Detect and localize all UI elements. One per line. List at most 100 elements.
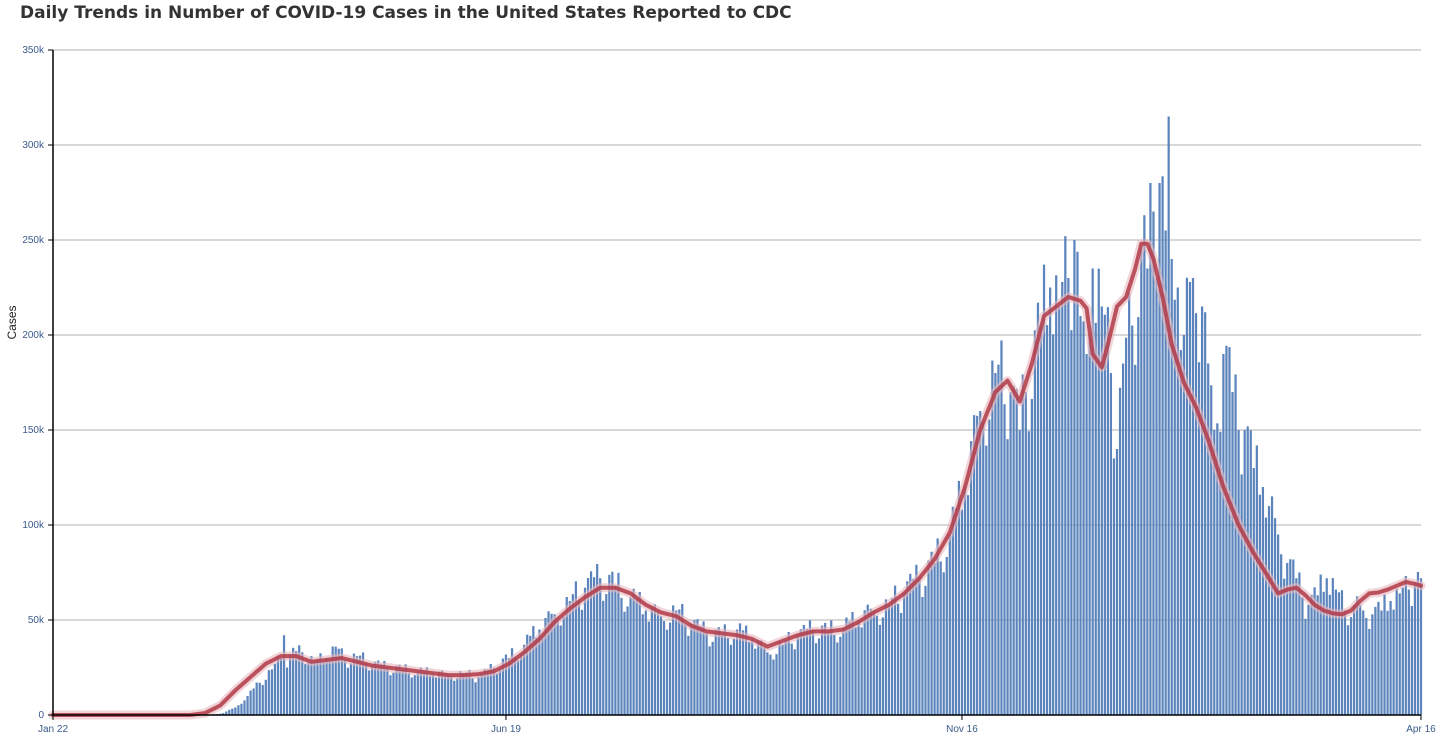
- daily-bar: [921, 596, 924, 715]
- daily-bar: [1106, 307, 1109, 715]
- daily-bar: [1210, 385, 1213, 715]
- daily-bar: [1003, 404, 1006, 715]
- daily-bar: [1374, 606, 1377, 715]
- daily-bar: [544, 617, 547, 715]
- daily-bar: [821, 625, 824, 715]
- daily-bar: [1243, 430, 1246, 715]
- daily-bar: [1009, 392, 1012, 715]
- daily-bar: [556, 617, 559, 715]
- daily-bar: [310, 656, 313, 715]
- daily-bar: [1234, 374, 1237, 715]
- daily-bar: [1389, 601, 1392, 715]
- x-tick-labels: Jan 22 Jun 19 Nov 16 Apr 16: [38, 715, 1436, 735]
- daily-bar: [632, 588, 635, 715]
- daily-bar: [1194, 313, 1198, 715]
- daily-bar: [1267, 506, 1271, 715]
- daily-bar: [389, 675, 392, 715]
- daily-bar: [982, 422, 985, 715]
- daily-bar: [1170, 259, 1173, 715]
- daily-bar: [529, 635, 532, 715]
- daily-bar: [827, 631, 830, 715]
- daily-bar: [754, 648, 757, 715]
- daily-bar: [298, 645, 301, 715]
- daily-bar: [1137, 317, 1140, 715]
- daily-bar: [775, 654, 778, 715]
- daily-bar: [890, 598, 894, 715]
- daily-bar: [1313, 587, 1316, 715]
- daily-bar: [489, 663, 492, 715]
- daily-bar: [1027, 431, 1030, 715]
- daily-bar: [653, 604, 657, 715]
- daily-bar: [1179, 350, 1182, 715]
- daily-bar: [799, 629, 802, 715]
- daily-bar: [866, 604, 869, 715]
- daily-bar: [1343, 610, 1347, 715]
- daily-bar: [471, 677, 474, 715]
- daily-bar: [930, 551, 933, 715]
- daily-bar: [413, 675, 416, 715]
- axes: [52, 50, 1421, 716]
- daily-bar: [906, 581, 909, 715]
- daily-bar: [763, 647, 766, 715]
- daily-bar: [1167, 116, 1170, 715]
- daily-bar: [267, 670, 270, 715]
- daily-bar: [1042, 264, 1046, 715]
- daily-bar: [1012, 386, 1015, 715]
- daily-bar: [939, 561, 942, 715]
- seven-day-average-line: [48, 239, 1426, 720]
- daily-bar: [380, 664, 383, 715]
- y-tick-label: 200k: [22, 330, 45, 341]
- daily-bar: [480, 672, 483, 715]
- daily-bar: [969, 441, 973, 715]
- daily-bar: [328, 660, 331, 715]
- daily-bar: [912, 578, 915, 715]
- daily-bar: [355, 656, 359, 715]
- daily-bar: [243, 700, 246, 715]
- daily-bar: [456, 677, 459, 715]
- daily-bar: [1030, 398, 1033, 715]
- daily-bar: [1362, 610, 1365, 715]
- daily-cases-bars: [176, 116, 1423, 715]
- daily-bar: [589, 571, 593, 715]
- daily-bar: [1258, 494, 1261, 715]
- daily-bar: [1301, 597, 1304, 715]
- daily-bar: [553, 614, 556, 715]
- daily-bar: [249, 690, 252, 715]
- daily-bar: [711, 641, 714, 715]
- x-tick-label: Nov 16: [946, 724, 978, 735]
- daily-bar: [684, 624, 687, 715]
- y-tick-label: 150k: [22, 425, 45, 436]
- daily-bar: [1100, 306, 1103, 715]
- daily-bar: [580, 609, 584, 715]
- daily-bar: [696, 619, 699, 715]
- daily-bar: [507, 658, 511, 715]
- daily-bar: [1052, 334, 1055, 715]
- daily-bar: [1280, 554, 1283, 715]
- daily-bar: [1368, 628, 1371, 715]
- daily-bar: [933, 563, 936, 715]
- daily-bar: [960, 509, 964, 715]
- daily-bar: [805, 628, 809, 715]
- daily-bar: [836, 642, 839, 715]
- daily-bar: [693, 620, 696, 715]
- daily-bar: [1365, 617, 1368, 715]
- daily-bar: [951, 506, 954, 715]
- daily-bar: [957, 480, 961, 715]
- daily-bar: [513, 656, 517, 715]
- daily-bar: [398, 664, 401, 715]
- daily-bar: [1112, 458, 1116, 715]
- daily-bar: [860, 627, 863, 715]
- daily-bar: [264, 679, 267, 715]
- daily-bar: [577, 600, 581, 715]
- daily-bar: [1273, 518, 1277, 715]
- daily-bar: [796, 635, 799, 715]
- daily-bar: [702, 621, 705, 715]
- daily-bar: [623, 611, 626, 715]
- chart-title: Daily Trends in Number of COVID-19 Cases…: [20, 3, 792, 23]
- daily-bar: [510, 648, 514, 715]
- daily-bar: [1359, 604, 1362, 715]
- y-tick-label: 300k: [22, 140, 45, 151]
- daily-bar: [1164, 230, 1167, 715]
- daily-bar: [994, 373, 997, 715]
- daily-bar: [854, 627, 857, 715]
